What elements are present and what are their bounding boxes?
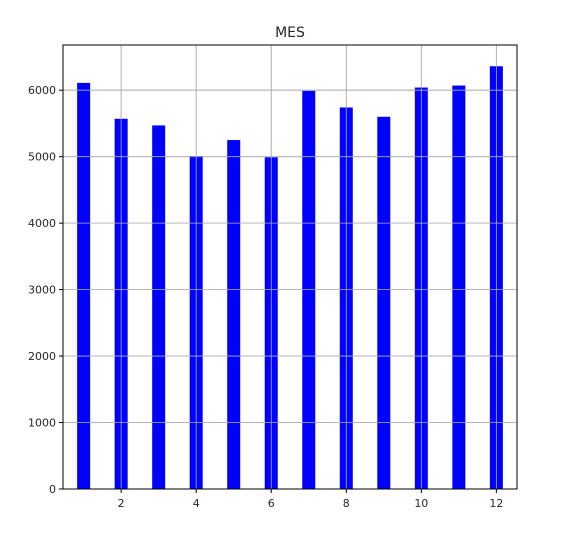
y-tick-label: 3000 (28, 284, 56, 297)
bar-3 (152, 125, 166, 490)
y-tick-label: 5000 (28, 151, 56, 164)
x-tick-label: 4 (193, 497, 200, 510)
chart-title: MES (275, 25, 305, 41)
x-tick-label: 10 (414, 497, 428, 510)
axis-layer: 0 1000 2000 3000 4000 5000 6000 2 4 6 8 10 12 (28, 44, 518, 510)
y-tick-label: 1000 (28, 417, 56, 430)
y-tick-label: 6000 (28, 84, 56, 97)
y-tick-label: 0 (49, 483, 56, 496)
x-tick-label: 6 (268, 497, 275, 510)
bar-9 (377, 116, 391, 490)
bar-5 (227, 140, 241, 489)
x-tick-label: 12 (489, 497, 503, 510)
bar-1 (77, 82, 91, 489)
plot-frame (62, 44, 518, 490)
bar-layer (77, 66, 503, 490)
bar-11 (452, 85, 466, 489)
x-tick-label: 8 (343, 497, 350, 510)
y-tick-label: 4000 (28, 217, 56, 230)
x-tick-label: 2 (118, 497, 125, 510)
y-tick-label: 2000 (28, 350, 56, 363)
